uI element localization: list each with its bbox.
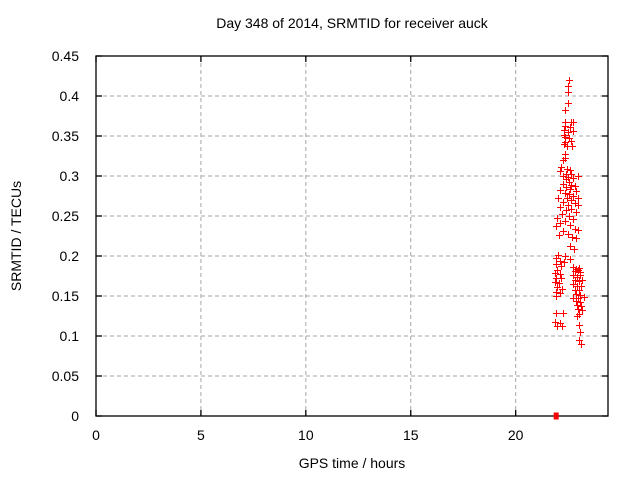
axes-border [95, 55, 609, 417]
x-tick-label: 10 [298, 427, 314, 443]
chart-title: Day 348 of 2014, SRMTID for receiver auc… [216, 15, 488, 31]
y-tick-label: 0 [71, 408, 79, 424]
x-tick-label: 15 [403, 427, 419, 443]
x-tick-label: 20 [508, 427, 524, 443]
data-points [552, 77, 588, 348]
x-tick-label: 5 [197, 427, 205, 443]
gridlines [96, 56, 608, 416]
y-tick-label: 0.45 [52, 48, 79, 64]
y-tick-label: 0.2 [60, 248, 80, 264]
y-tick-label: 0.15 [52, 288, 79, 304]
y-tick-label: 0.4 [60, 88, 80, 104]
y-tick-label: 0.3 [60, 168, 80, 184]
zero-value-marker [553, 412, 559, 420]
x-tick-label: 0 [92, 427, 100, 443]
tick-labels: 0 5 10 15 20 0 0.05 0.1 0.15 0.2 0.25 0.3 0.35 0.4 0.4… [52, 48, 524, 443]
y-tick-label: 0.35 [52, 128, 79, 144]
y-tick-label: 0.05 [52, 368, 79, 384]
y-tick-label: 0.1 [60, 328, 80, 344]
y-tick-label: 0.25 [52, 208, 79, 224]
x-axis-title: GPS time / hours [298, 455, 406, 471]
